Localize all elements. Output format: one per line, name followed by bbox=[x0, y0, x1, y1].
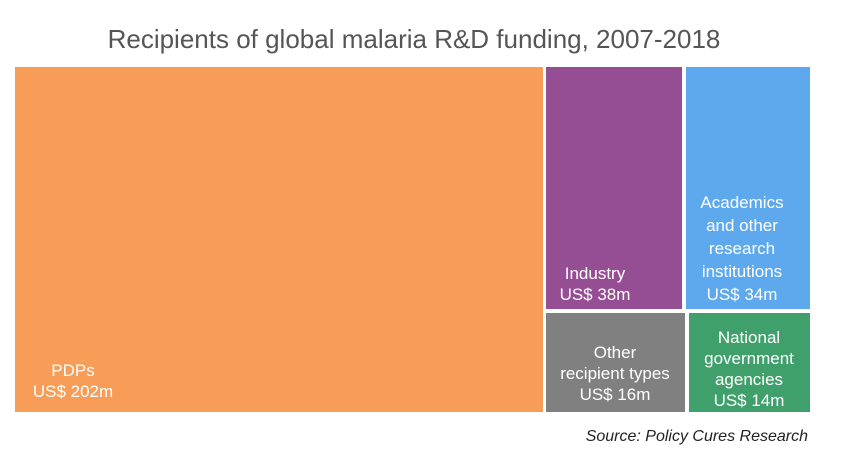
tile-academics bbox=[686, 67, 810, 309]
tile-industry bbox=[546, 67, 682, 309]
treemap-tiles: PDPs US$ 202m Industry US$ 38m Academics and … bbox=[15, 67, 810, 412]
tile-other-recipient-types bbox=[546, 313, 685, 412]
tile-label-national-government-agencies: National government agencies US$ 14m bbox=[704, 328, 794, 410]
chart-title: Recipients of global malaria R&D funding… bbox=[107, 24, 721, 54]
tile-label-pdps: PDPs US$ 202m bbox=[33, 361, 113, 401]
tile-label-other-recipient-types: Other recipient types US$ 16m bbox=[560, 343, 670, 404]
tile-pdps bbox=[15, 67, 543, 412]
tile-label-academics: Academics and other research institutions US… bbox=[700, 193, 783, 304]
tile-national-government-agencies bbox=[689, 313, 810, 412]
source-note: Source: Policy Cures Research bbox=[585, 428, 808, 445]
tile-label-industry: Industry US$ 38m bbox=[560, 264, 631, 304]
